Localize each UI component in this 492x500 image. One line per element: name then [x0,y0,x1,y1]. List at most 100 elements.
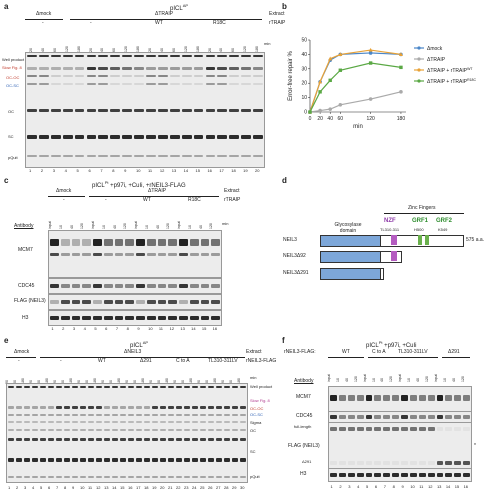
flag-delta291-band [383,461,391,465]
well-band [146,55,156,57]
flag-band [103,300,113,304]
panel-c-divider-traip [89,196,219,197]
oc-sc-band [253,83,263,85]
h3-band [330,473,337,477]
x-tick-label: 40 [327,116,333,122]
panel-f-ab-mcm7: MCM7 [296,394,311,400]
lane-number: 29 [232,485,237,490]
oc-oc-band [122,75,133,77]
panel-a-label-slow-fig8: Slow Fig. 8 [2,65,22,70]
pquit-band [200,476,206,478]
cdc45-band [374,415,382,419]
mcm7-band [418,395,426,401]
pquit-band [86,155,97,157]
lane-number: 16 [128,485,133,490]
oc-oc-band [98,75,109,77]
cdc45-band [211,284,220,288]
column-label: input [134,221,138,229]
pquit-band [160,476,166,478]
well-band [16,386,22,388]
sc-band [120,458,126,462]
lane-number: 10 [80,485,85,490]
h3-band [82,316,91,320]
panel-f-blot-mcm7 [328,386,472,412]
mcm7-band [50,239,59,246]
panel-f-title-suffix: +p97i, +CuIi [384,343,417,349]
well-band [232,386,238,388]
data-point [328,78,332,83]
pquit-band [40,476,46,478]
lane-number: 17 [136,485,141,490]
lane-number: 5 [365,484,369,489]
well-band [176,386,182,388]
legend-marker [417,46,421,50]
slow-fig8-band [208,406,214,409]
sigma-band [72,429,78,431]
oc-oc-band [184,414,190,416]
well-band [8,386,14,388]
oc-sc-band [216,421,222,423]
oc-oc-band [56,414,62,416]
slow-fig8-band [192,406,198,409]
series-line [309,62,402,113]
mcm7-lower-band [71,253,81,256]
well-band [96,386,102,388]
h3-band [463,473,470,477]
flag-delta291-band [374,461,382,465]
h3-band [418,473,426,477]
panel-f-cond-0: WT [342,349,350,355]
lane-number: 26 [208,485,213,490]
panel-e-label: e [4,336,9,345]
well-band [160,386,166,388]
sc-band [168,458,174,462]
panel-e-label-sc: SC [250,449,256,454]
oc-sc-band [62,83,73,85]
flag-full-band [383,427,391,431]
oc-sc-band [184,421,190,423]
flag-band [211,300,220,304]
pquit-band [144,476,150,478]
column-label: 10 [58,225,63,229]
oc-band [224,438,230,441]
sc-band [27,135,37,139]
panel-d-nzf-label: NZF [384,218,396,224]
slow-fig8-band [229,67,240,70]
oc-oc-band [193,75,204,77]
sc-band [80,458,86,462]
oc-band [169,109,180,112]
oc-band [232,438,238,441]
slow-fig8-band [205,67,216,70]
panel-f-title-main: pICL [366,343,379,349]
mcm7-band [374,395,382,401]
sc-band [112,458,118,462]
sigma-band [40,429,46,431]
well-band [72,386,78,388]
sc-band [98,135,109,139]
cdc45-band [60,284,70,288]
cdc45-band [454,415,462,419]
data-point [399,90,403,94]
oc-band [32,438,38,441]
flag-full-band [392,427,399,431]
lane-number: 11 [158,326,164,331]
slow-fig8-band [128,406,134,409]
sigma-band [232,429,238,431]
cdc45-band [418,415,426,419]
panel-f-divider-1 [368,357,438,358]
mcm7-band [211,239,220,246]
oc-band [96,438,102,441]
well-band [104,386,110,388]
panel-f-cond-2: TL310-311LV [398,349,428,355]
panel-d-protein-neil3: NEIL3 [283,237,297,243]
oc-oc-band [16,414,22,416]
panel-f-asterisk: * [474,443,476,449]
pquit-band [253,155,263,157]
slow-fig8-band [193,67,204,70]
panel-d-zinc-bracket [384,213,464,214]
x-tick-label: 180 [397,116,406,122]
sc-band [160,458,166,462]
flag-band [93,300,102,304]
sigma-band [152,429,158,431]
lane-number: 8 [64,485,67,490]
lane-number: 7 [383,484,386,489]
